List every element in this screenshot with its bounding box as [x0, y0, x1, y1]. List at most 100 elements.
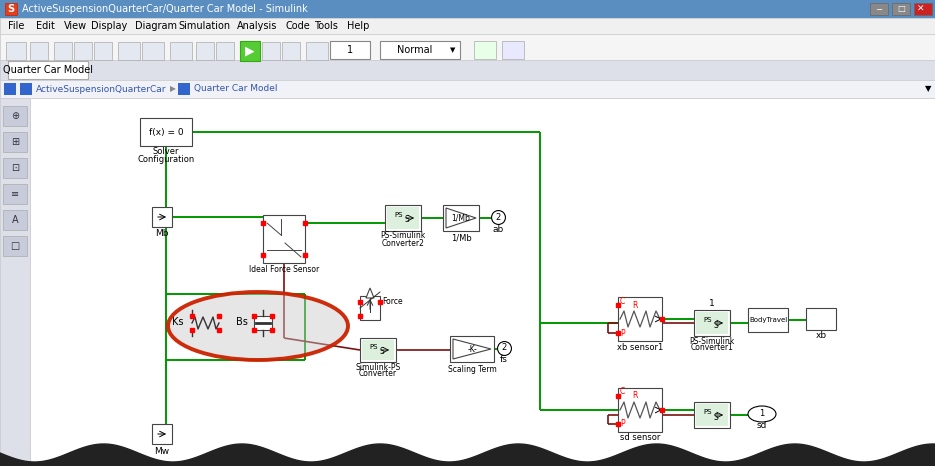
Text: fs: fs [500, 356, 508, 364]
Text: Ideal Force Sensor: Ideal Force Sensor [249, 265, 319, 274]
FancyBboxPatch shape [696, 312, 728, 334]
FancyBboxPatch shape [385, 205, 421, 231]
Text: 1: 1 [759, 410, 765, 418]
Text: Bs: Bs [236, 317, 248, 327]
Text: Solver: Solver [152, 146, 180, 156]
Ellipse shape [748, 406, 776, 422]
FancyBboxPatch shape [282, 42, 300, 60]
Text: Quarter Car Model: Quarter Car Model [194, 84, 278, 94]
Text: f(x) = 0: f(x) = 0 [149, 128, 183, 137]
FancyBboxPatch shape [140, 118, 192, 146]
Text: Simulation: Simulation [179, 21, 230, 31]
Text: Display: Display [92, 21, 128, 31]
Text: Normal: Normal [397, 45, 433, 55]
Text: □: □ [10, 241, 20, 251]
FancyBboxPatch shape [330, 41, 370, 59]
Text: Mb: Mb [155, 229, 168, 239]
Text: PS-Simulink: PS-Simulink [689, 336, 735, 345]
Text: ▼: ▼ [925, 84, 931, 94]
FancyBboxPatch shape [3, 210, 27, 230]
FancyBboxPatch shape [240, 41, 260, 61]
Text: Converter: Converter [359, 370, 397, 378]
Text: PS: PS [704, 317, 712, 323]
FancyBboxPatch shape [806, 308, 836, 330]
Text: View: View [64, 21, 87, 31]
Text: PS: PS [395, 212, 403, 218]
Text: S: S [380, 348, 384, 356]
Text: Scaling Term: Scaling Term [448, 364, 496, 374]
FancyBboxPatch shape [0, 60, 935, 80]
FancyBboxPatch shape [0, 80, 935, 98]
FancyBboxPatch shape [263, 215, 305, 263]
FancyBboxPatch shape [54, 42, 72, 60]
Text: Code: Code [286, 21, 310, 31]
Text: ⊡: ⊡ [11, 163, 19, 173]
Text: Simulink-PS: Simulink-PS [355, 363, 400, 371]
FancyBboxPatch shape [0, 98, 30, 466]
Text: ActiveSuspensionQuarterCar/Quarter Car Model - Simulink: ActiveSuspensionQuarterCar/Quarter Car M… [22, 4, 308, 14]
FancyBboxPatch shape [0, 34, 935, 60]
FancyBboxPatch shape [380, 41, 460, 59]
FancyBboxPatch shape [306, 42, 328, 60]
FancyBboxPatch shape [618, 297, 662, 341]
FancyBboxPatch shape [254, 316, 272, 330]
FancyBboxPatch shape [30, 98, 935, 466]
Text: Edit: Edit [36, 21, 54, 31]
Text: ≡: ≡ [11, 189, 19, 199]
Text: 2: 2 [501, 343, 507, 352]
FancyBboxPatch shape [178, 83, 190, 95]
FancyBboxPatch shape [474, 41, 496, 59]
FancyBboxPatch shape [3, 236, 27, 256]
FancyBboxPatch shape [20, 83, 32, 95]
Text: ⊞: ⊞ [11, 137, 19, 147]
Text: ab: ab [493, 225, 504, 233]
Text: C: C [620, 296, 626, 306]
Text: P: P [620, 419, 625, 429]
Text: 1: 1 [347, 45, 353, 55]
FancyBboxPatch shape [748, 308, 788, 332]
FancyBboxPatch shape [8, 61, 88, 79]
FancyBboxPatch shape [502, 41, 524, 59]
Text: File: File [8, 21, 24, 31]
FancyBboxPatch shape [694, 402, 730, 428]
FancyBboxPatch shape [142, 42, 164, 60]
Text: Converter2: Converter2 [381, 239, 424, 247]
FancyBboxPatch shape [94, 42, 112, 60]
FancyBboxPatch shape [170, 42, 192, 60]
FancyBboxPatch shape [362, 340, 394, 360]
FancyBboxPatch shape [0, 0, 935, 18]
FancyBboxPatch shape [240, 41, 260, 61]
Text: ⊕: ⊕ [11, 111, 19, 121]
Polygon shape [366, 288, 374, 298]
FancyBboxPatch shape [118, 42, 140, 60]
Text: 2: 2 [496, 212, 500, 221]
Text: R: R [632, 391, 638, 400]
FancyBboxPatch shape [152, 424, 172, 444]
Text: S: S [405, 215, 410, 225]
Text: S: S [7, 4, 15, 14]
Text: Configuration: Configuration [137, 155, 194, 164]
Text: A: A [11, 215, 19, 225]
Text: ─: ─ [876, 5, 882, 14]
Text: ▶: ▶ [170, 84, 176, 94]
Text: PS-Simulink: PS-Simulink [381, 232, 425, 240]
FancyBboxPatch shape [696, 404, 728, 426]
Text: ▶: ▶ [245, 44, 255, 57]
Text: sd sensor: sd sensor [620, 433, 660, 443]
FancyBboxPatch shape [0, 18, 935, 34]
Text: Converter1: Converter1 [691, 343, 733, 352]
Text: Mw: Mw [154, 446, 169, 455]
Text: 1/Mb: 1/Mb [452, 213, 470, 222]
Text: Analysis: Analysis [237, 21, 278, 31]
FancyBboxPatch shape [196, 42, 214, 60]
FancyBboxPatch shape [387, 207, 419, 229]
Text: □: □ [897, 5, 905, 14]
FancyBboxPatch shape [4, 83, 16, 95]
FancyBboxPatch shape [618, 388, 662, 432]
Text: ActiveSuspensionQuarterCar: ActiveSuspensionQuarterCar [36, 84, 166, 94]
Ellipse shape [168, 292, 348, 360]
Text: ▼: ▼ [451, 47, 455, 53]
Text: 1: 1 [709, 300, 715, 308]
FancyBboxPatch shape [450, 336, 494, 362]
Text: P: P [620, 329, 625, 337]
